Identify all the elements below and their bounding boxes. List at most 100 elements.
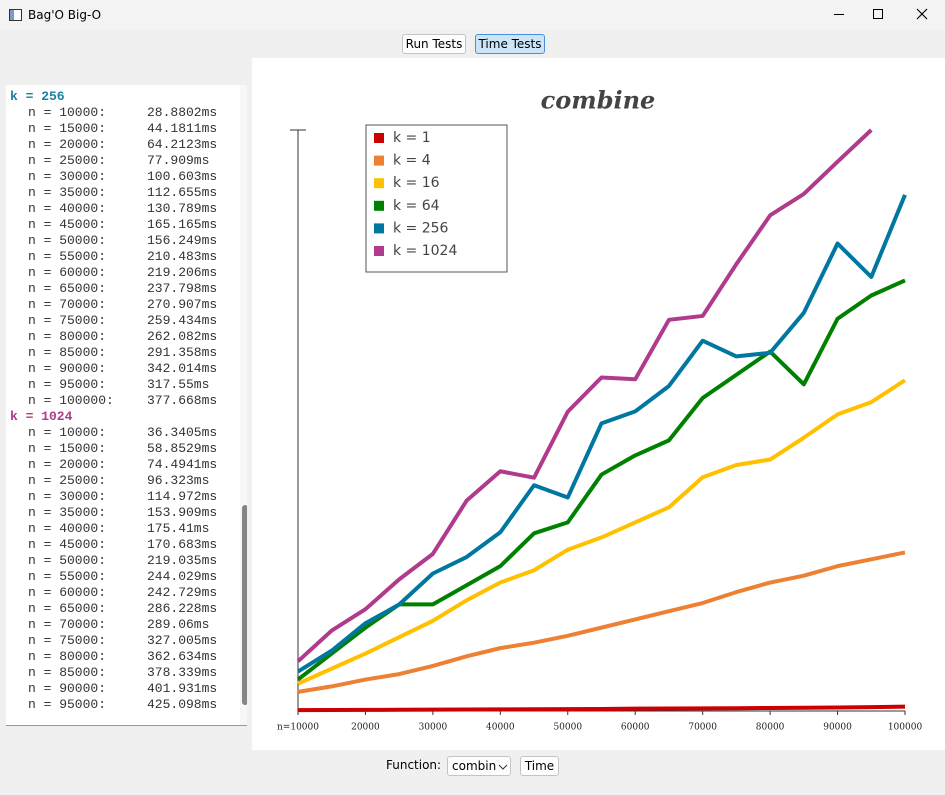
scroll-track[interactable] xyxy=(240,85,247,725)
log-time: 425.098ms xyxy=(147,697,218,712)
log-n: n = 35000: xyxy=(28,505,107,520)
log-time: 237.798ms xyxy=(147,281,218,296)
log-time: 291.358ms xyxy=(147,345,218,360)
log-n: n = 90000: xyxy=(28,361,107,376)
run-tests-button[interactable]: Run Tests xyxy=(402,34,466,54)
log-n: n = 100000: xyxy=(28,393,114,408)
x-tick-label: 20000 xyxy=(351,723,380,733)
log-n: n = 95000: xyxy=(28,377,107,392)
log-n: n = 20000: xyxy=(28,137,107,152)
scroll-thumb[interactable] xyxy=(242,505,247,705)
log-time: 36.3405ms xyxy=(147,425,218,440)
log-time: 259.434ms xyxy=(147,313,218,328)
log-n: n = 10000: xyxy=(28,425,107,440)
log-n: n = 85000: xyxy=(28,665,107,680)
log-n: n = 10000: xyxy=(28,105,107,120)
log-time: 362.634ms xyxy=(147,649,218,664)
legend-swatch xyxy=(374,178,384,189)
log-n: n = 70000: xyxy=(28,297,107,312)
legend-swatch xyxy=(374,223,384,234)
series-line xyxy=(297,550,906,694)
legend-label: k = 64 xyxy=(393,198,440,214)
log-n: n = 55000: xyxy=(28,249,107,264)
window-controls[interactable] xyxy=(820,0,945,30)
log-n: n = 35000: xyxy=(28,185,107,200)
log-time: 64.2123ms xyxy=(147,137,218,152)
log-n: n = 95000: xyxy=(28,697,107,712)
log-time: 77.909ms xyxy=(147,153,210,168)
legend-label: k = 1024 xyxy=(393,243,457,259)
x-tick-label: 30000 xyxy=(419,723,448,733)
x-tick-label: 40000 xyxy=(486,723,515,733)
function-select[interactable]: combin xyxy=(447,756,511,776)
log-n: n = 40000: xyxy=(28,201,107,216)
log-time: 153.909ms xyxy=(147,505,218,520)
x-tick-label: n=10000 xyxy=(277,723,319,733)
function-value: combin xyxy=(452,759,497,773)
log-time: 317.55ms xyxy=(147,377,210,392)
log-time: 44.1811ms xyxy=(147,121,218,136)
log-n: n = 80000: xyxy=(28,329,107,344)
log-time: 114.972ms xyxy=(147,489,218,504)
series-line xyxy=(297,378,907,686)
log-n: n = 70000: xyxy=(28,617,107,632)
log-time: 130.789ms xyxy=(147,201,218,216)
series-line xyxy=(296,278,906,682)
log-time: 327.005ms xyxy=(147,633,218,648)
log-time: 219.206ms xyxy=(147,265,218,280)
log-time: 28.8802ms xyxy=(147,105,218,120)
log-time: 210.483ms xyxy=(147,249,218,264)
log-n: n = 65000: xyxy=(28,281,107,296)
chart: combine n=10000 20000 30000 40000 50000 60000 7… xyxy=(277,86,922,733)
app-icon xyxy=(9,9,22,21)
title-bar: Bag'O Big-O xyxy=(0,0,945,30)
log-n: n = 75000: xyxy=(28,633,107,648)
log-n: n = 30000: xyxy=(28,169,107,184)
legend-box xyxy=(365,124,508,273)
log-time: 219.035ms xyxy=(147,553,218,568)
log-time: 377.668ms xyxy=(147,393,218,408)
log-n: n = 30000: xyxy=(28,489,107,504)
time-tests-button[interactable]: Time Tests xyxy=(475,34,545,54)
log-time: 270.907ms xyxy=(147,297,218,312)
log-n: n = 60000: xyxy=(28,265,107,280)
log-n: n = 75000: xyxy=(28,313,107,328)
x-tick-label: 70000 xyxy=(688,723,717,733)
log-time: 112.655ms xyxy=(147,185,218,200)
log-time: 262.082ms xyxy=(147,329,218,344)
log-n: n = 20000: xyxy=(28,457,107,472)
chart-title: combine xyxy=(541,86,656,115)
legend-swatch xyxy=(374,155,384,166)
legend-label: k = 16 xyxy=(393,175,440,191)
log-n: n = 80000: xyxy=(28,649,107,664)
log-time: 156.249ms xyxy=(147,233,218,248)
log-time: 175.41ms xyxy=(147,521,210,536)
log-time: 378.339ms xyxy=(147,665,218,680)
time-button[interactable]: Time xyxy=(520,756,559,776)
maximize[interactable] xyxy=(873,9,883,19)
window-title: Bag'O Big-O xyxy=(28,8,102,22)
log-n: n = 25000: xyxy=(28,153,107,168)
log-n: n = 15000: xyxy=(28,441,107,456)
dropdown-arrow xyxy=(498,764,508,770)
log-n: n = 15000: xyxy=(28,121,107,136)
log-header: k = 256 xyxy=(10,89,65,104)
legend-swatch xyxy=(374,200,384,211)
log-time: 401.931ms xyxy=(147,681,218,696)
close[interactable] xyxy=(916,8,928,20)
log-time: 244.029ms xyxy=(147,569,218,584)
log-n: n = 50000: xyxy=(28,553,107,568)
log-time: 58.8529ms xyxy=(147,441,218,456)
log-n: n = 45000: xyxy=(28,217,107,232)
log-panel[interactable]: k = 256 n = 10000: 28.8802ms n = 15000: 44.1… xyxy=(6,85,247,726)
log-time: 286.228ms xyxy=(147,601,218,616)
series-line xyxy=(296,194,907,674)
x-tick-label: 60000 xyxy=(621,723,650,733)
legend-label: k = 256 xyxy=(393,220,449,236)
log-n: n = 50000: xyxy=(28,233,107,248)
function-label: Function: xyxy=(386,758,442,772)
legend-label: k = 1 xyxy=(393,130,431,146)
log-n: n = 40000: xyxy=(28,521,107,536)
log-time: 96.323ms xyxy=(147,473,210,488)
